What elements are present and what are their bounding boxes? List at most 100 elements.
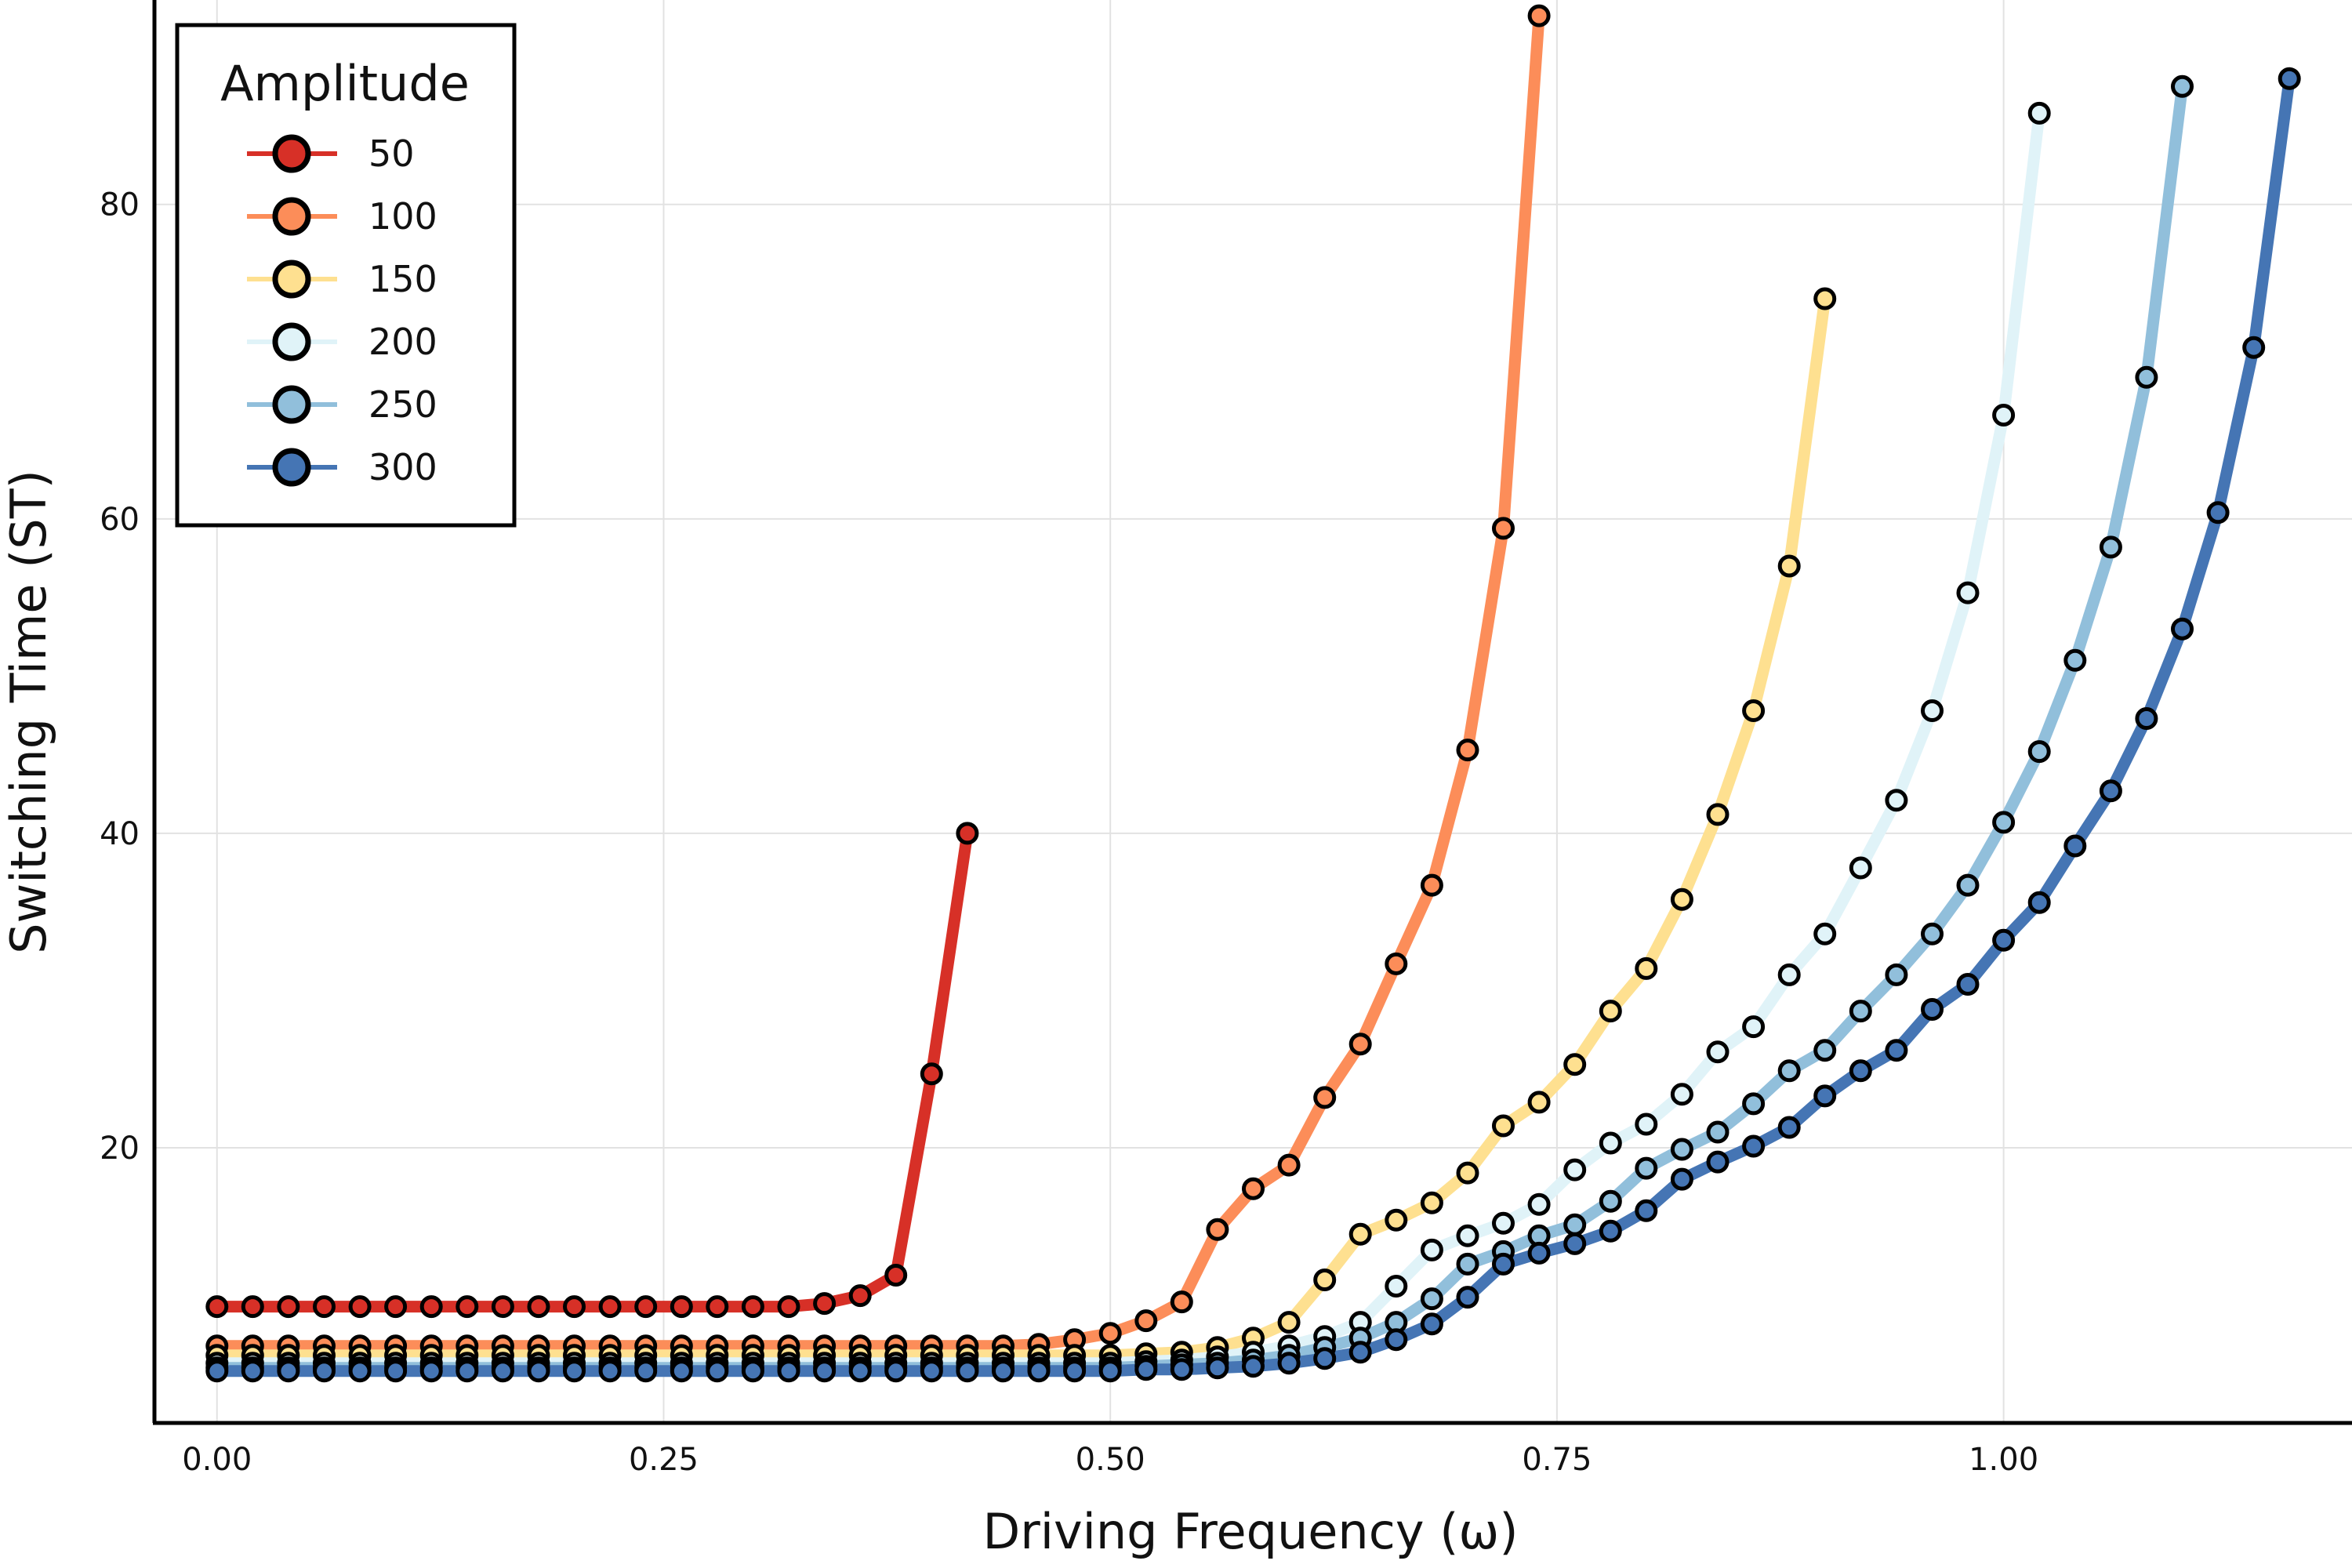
data-point-50: [563, 1295, 586, 1319]
data-point-100: [1098, 1322, 1122, 1345]
data-point-250: [2135, 365, 2158, 389]
data-point-300: [1420, 1312, 1443, 1336]
data-point-300: [1527, 1241, 1551, 1265]
data-point-100: [1527, 4, 1551, 27]
data-point-300: [1635, 1199, 1658, 1222]
x-tick-label: 0.00: [182, 1442, 252, 1478]
x-tick-label: 0.75: [1522, 1442, 1592, 1478]
data-point-200: [1742, 1015, 1766, 1039]
data-point-50: [670, 1295, 693, 1319]
data-point-150: [1420, 1191, 1443, 1214]
data-point-300: [419, 1359, 443, 1383]
data-point-200: [1706, 1040, 1730, 1064]
data-point-300: [848, 1359, 872, 1383]
data-point-300: [1348, 1341, 1372, 1364]
data-point-100: [1456, 739, 1479, 762]
data-point-50: [813, 1292, 837, 1316]
data-point-200: [1492, 1211, 1515, 1235]
x-tick-label: 1.00: [1969, 1442, 2038, 1478]
data-point-250: [1420, 1287, 1443, 1311]
data-point-300: [1098, 1359, 1122, 1383]
data-point-50: [348, 1295, 372, 1319]
data-point-300: [313, 1359, 336, 1383]
data-point-300: [1706, 1150, 1730, 1174]
data-point-300: [670, 1359, 693, 1383]
data-point-300: [456, 1359, 479, 1383]
data-point-50: [419, 1295, 443, 1319]
data-point-50: [741, 1295, 764, 1319]
data-point-300: [598, 1359, 622, 1383]
series-line-150: [211, 292, 1831, 1362]
data-point-300: [777, 1359, 800, 1383]
data-point-200: [1849, 856, 1872, 880]
data-point-150: [1492, 1114, 1515, 1138]
data-point-200: [1385, 1275, 1408, 1298]
data-point-250: [1921, 922, 1944, 946]
data-point-300: [241, 1359, 264, 1383]
data-point-50: [598, 1295, 622, 1319]
data-point-300: [1599, 1219, 1622, 1243]
data-point-300: [992, 1359, 1014, 1383]
data-point-100: [1242, 1177, 1265, 1200]
y-tick-label: 20: [100, 1131, 140, 1167]
data-point-200: [1670, 1083, 1693, 1106]
data-point-200: [1599, 1131, 1622, 1155]
data-point-300: [2278, 67, 2301, 90]
data-point-200: [1992, 404, 2016, 426]
y-tick-label: 40: [100, 816, 140, 852]
data-point-300: [1813, 1084, 1837, 1108]
data-point-250: [1456, 1252, 1479, 1276]
legend-label-50: 50: [368, 132, 415, 175]
legend-label-150: 150: [368, 258, 437, 300]
data-point-200: [1527, 1192, 1551, 1216]
tick-labels: 0.00 0.25 0.50 0.75 1.00 20 40 60 80: [100, 187, 2038, 1478]
data-point-150: [1277, 1311, 1301, 1334]
legend-marker-100: [272, 197, 311, 236]
data-point-150: [1456, 1161, 1479, 1185]
data-point-250: [1777, 1059, 1801, 1083]
y-tick-label: 80: [100, 187, 140, 223]
data-point-250: [1706, 1120, 1730, 1144]
data-point-300: [813, 1359, 837, 1383]
y-tick-label: 60: [100, 502, 140, 538]
data-point-250: [1742, 1092, 1766, 1116]
data-point-150: [1670, 887, 1693, 911]
data-point-300: [563, 1359, 586, 1383]
data-point-150: [1742, 699, 1766, 722]
data-point-300: [2135, 707, 2158, 730]
data-point-150: [1313, 1269, 1337, 1291]
data-point-300: [634, 1359, 658, 1383]
data-point-300: [920, 1359, 943, 1383]
data-point-250: [2099, 535, 2122, 559]
legend-label-250: 250: [368, 383, 437, 426]
data-point-200: [1885, 789, 1908, 812]
data-point-300: [741, 1359, 764, 1383]
data-point-150: [1599, 1000, 1622, 1023]
data-point-300: [1206, 1356, 1229, 1380]
data-point-300: [2242, 336, 2266, 359]
data-point-300: [1456, 1286, 1479, 1309]
axes: [152, 0, 2352, 1425]
data-point-250: [1885, 963, 1908, 986]
legend-marker-50: [272, 134, 311, 173]
data-point-200: [1635, 1112, 1658, 1136]
data-point-300: [348, 1359, 372, 1383]
data-point-50: [884, 1264, 908, 1287]
data-point-100: [1313, 1086, 1337, 1109]
legend-label-300: 300: [368, 446, 437, 488]
data-point-300: [2027, 891, 2051, 914]
grid-lines: [154, 0, 2352, 1423]
data-point-200: [1563, 1158, 1587, 1181]
data-point-300: [706, 1359, 729, 1383]
data-point-100: [1170, 1290, 1193, 1314]
data-point-100: [1348, 1033, 1372, 1056]
legend-marker-200: [272, 322, 311, 361]
data-point-250: [1849, 1000, 1872, 1023]
data-point-300: [1742, 1134, 1766, 1158]
data-point-50: [956, 822, 979, 845]
data-point-300: [1670, 1167, 1693, 1191]
data-point-300: [205, 1359, 229, 1383]
data-point-300: [1170, 1358, 1193, 1381]
legend-label-200: 200: [368, 321, 437, 363]
series-lines: [211, 9, 2296, 1377]
